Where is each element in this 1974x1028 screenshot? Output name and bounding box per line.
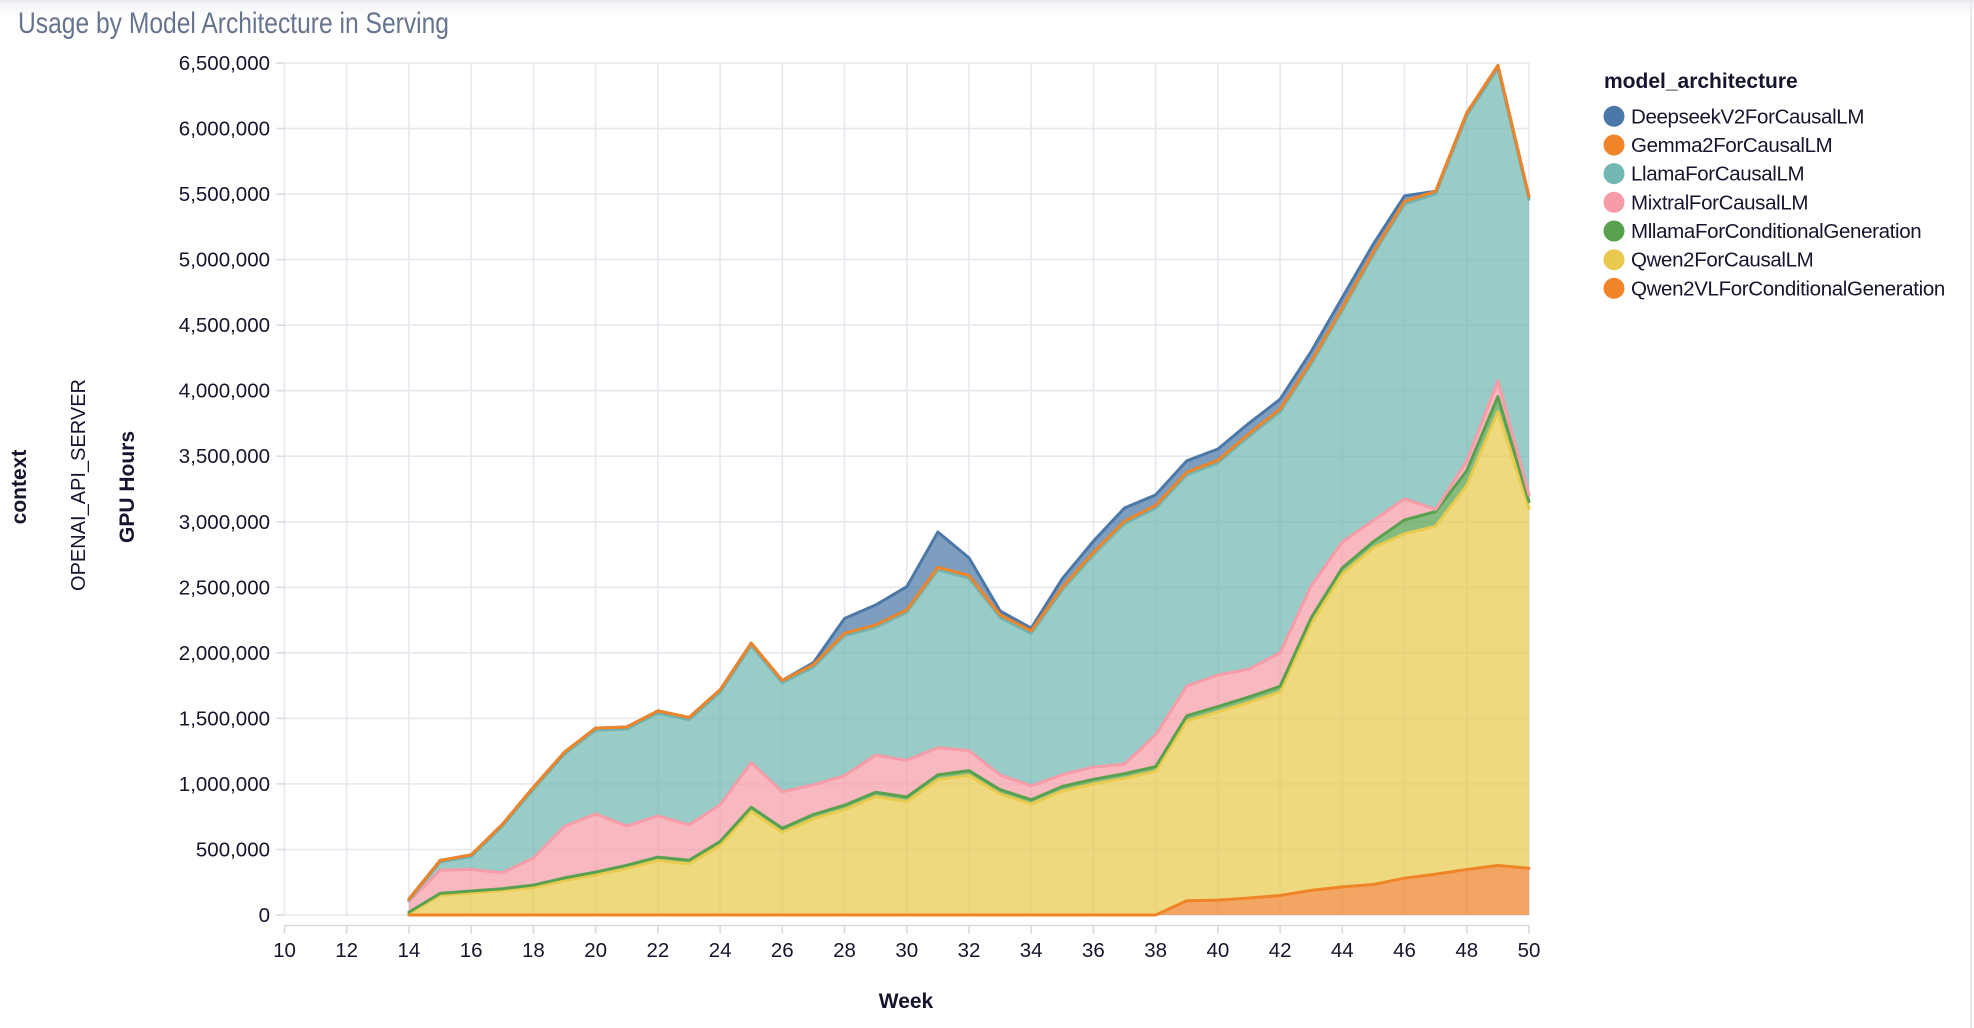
svg-text:3,500,000: 3,500,000 bbox=[179, 445, 270, 468]
svg-text:MixtralForCausalLM: MixtralForCausalLM bbox=[1631, 191, 1808, 214]
svg-text:28: 28 bbox=[833, 939, 856, 962]
svg-text:Gemma2ForCausalLM: Gemma2ForCausalLM bbox=[1631, 134, 1832, 157]
svg-text:5,000,000: 5,000,000 bbox=[179, 249, 270, 272]
svg-text:500,000: 500,000 bbox=[196, 839, 270, 862]
svg-text:GPU Hours: GPU Hours bbox=[116, 431, 139, 543]
svg-text:OPENAI_API_SERVER: OPENAI_API_SERVER bbox=[68, 379, 90, 591]
svg-text:40: 40 bbox=[1206, 939, 1229, 962]
svg-text:2,000,000: 2,000,000 bbox=[179, 642, 270, 665]
svg-text:MllamaForConditionalGeneration: MllamaForConditionalGeneration bbox=[1631, 220, 1921, 243]
svg-text:1,000,000: 1,000,000 bbox=[179, 773, 270, 796]
svg-text:30: 30 bbox=[895, 939, 918, 962]
svg-text:DeepseekV2ForCausalLM: DeepseekV2ForCausalLM bbox=[1631, 105, 1864, 128]
svg-text:context: context bbox=[8, 450, 31, 525]
svg-text:4,500,000: 4,500,000 bbox=[179, 314, 270, 337]
svg-text:Qwen2VLForConditionalGeneratio: Qwen2VLForConditionalGeneration bbox=[1631, 277, 1945, 300]
svg-text:44: 44 bbox=[1331, 939, 1354, 962]
svg-text:32: 32 bbox=[958, 939, 981, 962]
svg-text:22: 22 bbox=[646, 939, 669, 962]
svg-text:24: 24 bbox=[709, 939, 732, 962]
svg-text:1,500,000: 1,500,000 bbox=[179, 707, 270, 730]
svg-text:2,500,000: 2,500,000 bbox=[179, 576, 270, 599]
svg-text:50: 50 bbox=[1518, 939, 1541, 962]
svg-text:Qwen2ForCausalLM: Qwen2ForCausalLM bbox=[1631, 249, 1813, 272]
svg-text:model_architecture: model_architecture bbox=[1604, 70, 1798, 93]
svg-text:Usage by Model Architecture in: Usage by Model Architecture in Serving bbox=[18, 7, 449, 40]
svg-text:36: 36 bbox=[1082, 939, 1105, 962]
svg-text:6,500,000: 6,500,000 bbox=[179, 52, 270, 75]
svg-text:20: 20 bbox=[584, 939, 607, 962]
svg-text:48: 48 bbox=[1455, 939, 1478, 962]
svg-text:26: 26 bbox=[771, 939, 794, 962]
svg-text:18: 18 bbox=[522, 939, 545, 962]
svg-text:0: 0 bbox=[259, 904, 270, 927]
svg-text:12: 12 bbox=[335, 939, 358, 962]
svg-text:16: 16 bbox=[460, 939, 483, 962]
svg-text:38: 38 bbox=[1144, 939, 1167, 962]
svg-text:4,000,000: 4,000,000 bbox=[179, 380, 270, 403]
svg-text:5,500,000: 5,500,000 bbox=[179, 183, 270, 206]
svg-text:34: 34 bbox=[1020, 939, 1043, 962]
svg-text:Week: Week bbox=[879, 990, 934, 1013]
svg-text:6,000,000: 6,000,000 bbox=[179, 118, 270, 141]
svg-text:14: 14 bbox=[397, 939, 420, 962]
svg-text:10: 10 bbox=[273, 939, 296, 962]
svg-text:3,000,000: 3,000,000 bbox=[179, 511, 270, 534]
svg-text:42: 42 bbox=[1269, 939, 1292, 962]
svg-text:46: 46 bbox=[1393, 939, 1416, 962]
svg-text:LlamaForCausalLM: LlamaForCausalLM bbox=[1631, 163, 1804, 186]
